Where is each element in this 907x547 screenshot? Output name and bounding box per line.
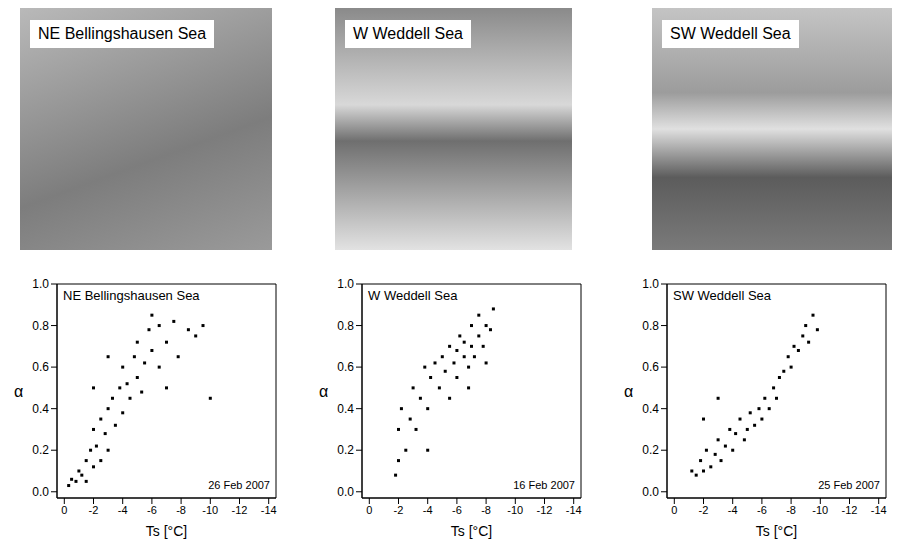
svg-text:0.2: 0.2 — [337, 443, 354, 457]
html-text:NE Bellingshausen Sea: NE Bellingshausen Sea — [38, 25, 207, 42]
svg-text:-14: -14 — [261, 504, 277, 516]
svg-text:-10: -10 — [202, 504, 218, 516]
svg-text:α: α — [319, 383, 328, 400]
svg-text:-2: -2 — [699, 504, 709, 516]
svg-text:-10: -10 — [812, 504, 828, 516]
svg-text:-14: -14 — [871, 504, 887, 516]
svg-text:-6: -6 — [452, 504, 462, 516]
svg-text:0.4: 0.4 — [642, 402, 659, 416]
svg-text:-8: -8 — [481, 504, 491, 516]
svg-text:1.0: 1.0 — [337, 278, 354, 291]
svg-text:-2: -2 — [89, 504, 99, 516]
html-text:16 Feb 2007: 16 Feb 2007 — [513, 479, 575, 491]
svg-text:1.0: 1.0 — [642, 278, 659, 291]
svg-text:-12: -12 — [537, 504, 553, 516]
html-text:25 Feb 2007: 25 Feb 2007 — [818, 479, 880, 491]
svg-text:-6: -6 — [147, 504, 157, 516]
svg-text:1.0: 1.0 — [32, 278, 49, 291]
svg-text:0.6: 0.6 — [32, 360, 49, 374]
svg-text:0.0: 0.0 — [642, 485, 659, 499]
svg-text:α: α — [624, 383, 633, 400]
svg-text:-14: -14 — [566, 504, 582, 516]
svg-text:-2: -2 — [394, 504, 404, 516]
html-text:NE Bellingshausen Sea: NE Bellingshausen Sea — [63, 288, 200, 303]
svg-text:0.8: 0.8 — [337, 319, 354, 333]
svg-text:-12: -12 — [232, 504, 248, 516]
svg-text:0.0: 0.0 — [337, 485, 354, 499]
svg-text:-8: -8 — [176, 504, 186, 516]
svg-text:0.6: 0.6 — [337, 360, 354, 374]
svg-text:-12: -12 — [842, 504, 858, 516]
svg-text:Ts [°C]: Ts [°C] — [756, 523, 797, 539]
svg-text:0: 0 — [61, 504, 67, 516]
svg-text:0.0: 0.0 — [32, 485, 49, 499]
svg-text:0.2: 0.2 — [642, 443, 659, 457]
svg-text:0: 0 — [671, 504, 677, 516]
svg-text:0.2: 0.2 — [32, 443, 49, 457]
svg-text:Ts [°C]: Ts [°C] — [146, 523, 187, 539]
html-text:W Weddell Sea: W Weddell Sea — [353, 25, 463, 42]
svg-text:0: 0 — [366, 504, 372, 516]
svg-text:0.6: 0.6 — [642, 360, 659, 374]
svg-text:0.4: 0.4 — [337, 402, 354, 416]
svg-text:0.8: 0.8 — [32, 319, 49, 333]
html-text:SW Weddell Sea: SW Weddell Sea — [673, 288, 771, 303]
svg-text:-4: -4 — [728, 504, 738, 516]
svg-text:-10: -10 — [507, 504, 523, 516]
html-text:SW Weddell Sea: SW Weddell Sea — [670, 25, 791, 42]
svg-text:α: α — [14, 383, 23, 400]
svg-text:-8: -8 — [786, 504, 796, 516]
svg-text:0.4: 0.4 — [32, 402, 49, 416]
svg-text:0.8: 0.8 — [642, 319, 659, 333]
svg-text:-4: -4 — [118, 504, 128, 516]
svg-text:-6: -6 — [757, 504, 767, 516]
svg-text:Ts [°C]: Ts [°C] — [451, 523, 492, 539]
svg-text:-4: -4 — [423, 504, 433, 516]
html-text:W Weddell Sea: W Weddell Sea — [368, 288, 458, 303]
html-text:26 Feb 2007: 26 Feb 2007 — [208, 479, 270, 491]
